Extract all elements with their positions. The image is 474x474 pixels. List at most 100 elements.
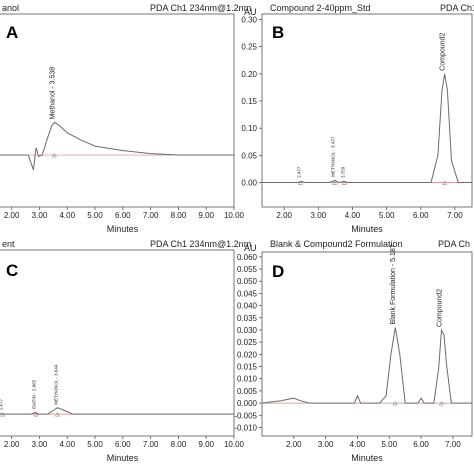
x-tick-label: 3.00: [32, 440, 48, 449]
channel-label: PDA Ch: [438, 239, 470, 249]
x-tick-label: 2.00: [286, 440, 302, 449]
peak-label: Compound2: [440, 33, 447, 71]
x-tick-label: 5.00: [379, 211, 395, 220]
x-tick-label: 6.00: [115, 211, 131, 220]
x-tick-label: 9.00: [198, 211, 214, 220]
peak-label: Blank Formulation - 5.187: [390, 244, 397, 324]
x-tick-label: 3.00: [32, 211, 48, 220]
chart-panel-b: Compound 2-40ppm_Std PDA Ch1 AU B 2.00 3.00 4.…: [241, 3, 474, 234]
peak-marker: [439, 401, 444, 406]
y-tick-label: 0.035: [237, 314, 258, 323]
y-tick-label: 0.000: [237, 399, 258, 408]
y-tick-label: 0.30: [241, 15, 257, 24]
x-tick-label: 6.00: [115, 440, 131, 449]
x-axis-title: Minutes: [351, 224, 383, 234]
chromatogram-trace: [0, 121, 234, 171]
plot-frame: [0, 13, 235, 208]
x-tick-label: 4.00: [345, 211, 361, 220]
peak-label: METHANOL - 3.477: [331, 136, 336, 177]
x-tick-label: 10.00: [224, 440, 245, 449]
channel-label: PDA Ch1 234nm@1.2nm: [150, 3, 251, 13]
peak-label: METHANOL - 3.644: [53, 364, 58, 405]
panel-title: Blank & Compound2 Formulation: [270, 239, 403, 249]
x-tick-label: 4.00: [350, 440, 366, 449]
chart-panel-a: anol PDA Ch1 234nm@1.2nm A 2.00 3.00 4.00 5.00…: [0, 3, 251, 234]
peak-marker: [332, 180, 338, 185]
peak-marker: [392, 401, 398, 406]
plot-frame: [261, 251, 473, 437]
y-tick-label: -0.005: [234, 411, 257, 420]
x-tick-label: 7.00: [447, 211, 463, 220]
peak-marker: [442, 180, 448, 185]
y-tick-label: 0.25: [241, 43, 257, 52]
x-tick-label: 4.00: [59, 211, 75, 220]
x-tick-label: 2.00: [276, 211, 292, 220]
y-tick-label: 0.050: [237, 277, 258, 286]
x-axis-title: Minutes: [107, 453, 139, 463]
x-tick-label: 8.00: [171, 211, 187, 220]
panel-letter: C: [6, 261, 18, 280]
x-tick-label: 4.00: [59, 440, 75, 449]
channel-label: PDA Ch1: [440, 3, 474, 13]
x-tick-label: 3.00: [311, 211, 327, 220]
y-tick-label: 0.005: [237, 387, 258, 396]
chart-panel-c: ent PDA Ch1 234nm@1.2nm C 2.00 3.00 4.00 5.00 6…: [0, 239, 251, 463]
y-tick-label: 0.025: [237, 338, 258, 347]
y-tick-label: 0.10: [241, 124, 257, 133]
chromatogram-trace: [262, 73, 472, 184]
channel-label: PDA Ch1 234nm@1.2nm: [150, 239, 251, 249]
x-tick-label: 6.00: [413, 211, 429, 220]
x-tick-label: 10.00: [224, 211, 245, 220]
peak-marker: [33, 412, 39, 417]
y-tick-label: 0.010: [237, 375, 258, 384]
peak-label: 3.759: [340, 166, 345, 178]
chromatogram-trace: [261, 327, 472, 404]
panel-title: anol: [2, 3, 19, 13]
x-tick-label: 8.00: [171, 440, 187, 449]
x-tick-label: 3.00: [318, 440, 334, 449]
plot-frame: [261, 13, 473, 208]
y-tick-label: 0.060: [237, 253, 258, 262]
x-tick-label: 7.00: [143, 440, 159, 449]
x-tick-label: 5.00: [87, 440, 103, 449]
peak-label: 2.477: [297, 166, 302, 178]
y-tick-label: -0.010: [234, 423, 257, 432]
peak-marker: [51, 153, 57, 158]
y-tick-label: 0.040: [237, 302, 258, 311]
chart-panel-d: Blank & Compound2 Formulation PDA Ch AU D 2.…: [234, 239, 473, 463]
peak-marker: [54, 412, 60, 417]
y-tick-label: 0.015: [237, 363, 258, 372]
x-tick-label: 5.00: [87, 211, 103, 220]
peak-label: Methanol - 3.538: [49, 67, 56, 120]
y-tick-label: 0.045: [237, 289, 258, 298]
panel-letter: B: [272, 23, 284, 42]
panel-title: ent: [2, 239, 15, 249]
x-tick-label: 9.00: [198, 440, 214, 449]
y-tick-label: 0.05: [241, 151, 257, 160]
y-tick-label: 0.00: [241, 179, 257, 188]
y-tick-label: 0.15: [241, 97, 257, 106]
peak-label: ISATIN - 2.865: [32, 379, 37, 409]
peak-label: Compound2: [436, 289, 443, 327]
peak-marker: [0, 412, 6, 417]
peak-label: 1.677: [0, 398, 4, 410]
y-unit-label: AU: [244, 7, 257, 17]
x-tick-label: 5.00: [381, 440, 397, 449]
peak-marker: [298, 180, 303, 185]
panel-letter: A: [6, 23, 18, 42]
y-tick-label: 0.030: [237, 326, 258, 335]
x-axis-title: Minutes: [107, 224, 139, 234]
peak-marker: [341, 180, 347, 185]
y-tick-label: 0.020: [237, 350, 258, 359]
plot-frame: [0, 249, 235, 437]
x-tick-label: 7.00: [143, 211, 159, 220]
y-tick-label: 0.055: [237, 265, 258, 274]
y-tick-label: 0.20: [241, 70, 257, 79]
panel-title: Compound 2-40ppm_Std: [270, 3, 371, 13]
x-tick-label: 2.00: [4, 211, 20, 220]
x-tick-label: 2.00: [4, 440, 20, 449]
x-tick-label: 6.00: [413, 440, 429, 449]
y-unit-label: AU: [244, 243, 257, 253]
panel-letter: D: [272, 262, 284, 281]
